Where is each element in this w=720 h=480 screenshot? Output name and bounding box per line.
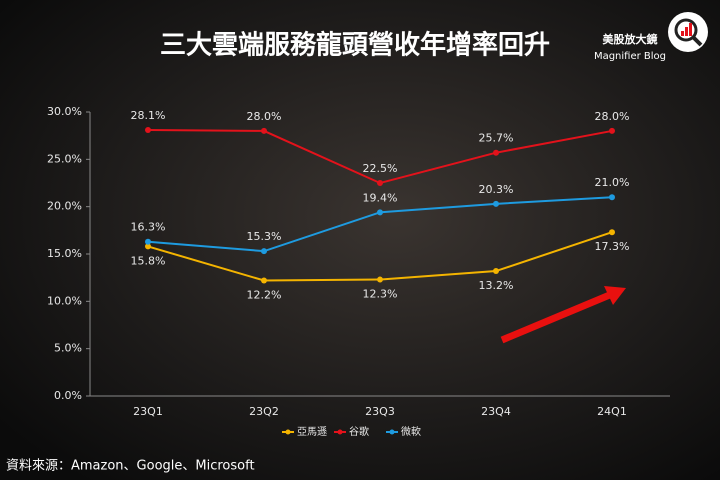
data-point [261,248,267,255]
x-tick-label: 23Q3 [365,405,395,418]
data-label: 19.4% [363,191,398,204]
x-tick-label: 24Q1 [597,405,627,418]
data-point [261,277,267,284]
logo-icon [668,12,708,52]
data-label: 13.2% [479,279,514,292]
y-tick-label: 10.0% [47,294,82,307]
legend-marker [285,429,291,435]
data-label: 22.5% [363,162,398,175]
brand-subtitle: Magnifier Blog [594,51,666,62]
data-label: 28.0% [247,110,282,123]
y-tick-label: 5.0% [54,342,82,355]
data-label: 15.8% [131,254,166,267]
x-tick-label: 23Q1 [133,405,163,418]
legend-label: 亞馬遜 [297,426,327,438]
y-tick-label: 30.0% [47,105,82,118]
data-label: 12.3% [363,288,398,301]
data-label: 15.3% [247,230,282,243]
data-label: 17.3% [595,240,630,253]
data-label: 20.3% [479,183,514,196]
data-point [609,229,615,236]
brand: 美股放大鏡 [603,32,658,46]
y-tick-label: 20.0% [47,200,82,213]
data-point [145,238,151,245]
legend-label: 微軟 [401,425,421,438]
legend-label: 谷歌 [349,425,369,438]
legend-marker [337,429,343,435]
y-tick-label: 0.0% [54,389,82,402]
data-point [493,268,499,275]
data-point [609,127,615,134]
data-point [609,194,615,201]
data-point [493,200,499,207]
x-tick-label: 23Q4 [481,405,511,418]
data-label: 21.0% [595,176,630,189]
data-label: 16.3% [131,221,166,234]
data-point [145,126,151,133]
data-point [493,149,499,156]
data-point [145,243,151,250]
data-point [377,209,383,216]
y-tick-label: 15.0% [47,247,82,260]
trend-arrow [500,286,626,344]
data-point [377,276,383,283]
chart-title: 三大雲端服務龍頭營收年增率回升 [160,30,550,61]
data-label: 12.2% [247,289,282,302]
data-label: 28.1% [131,109,166,122]
legend-marker [389,429,395,435]
data-label: 28.0% [595,110,630,123]
data-point [261,127,267,134]
source-note: 資料來源：Amazon、Google、Microsoft [6,459,255,474]
y-tick-label: 25.0% [47,152,82,165]
data-label: 25.7% [479,132,514,145]
x-tick-label: 23Q2 [249,405,279,418]
data-point [377,180,383,186]
